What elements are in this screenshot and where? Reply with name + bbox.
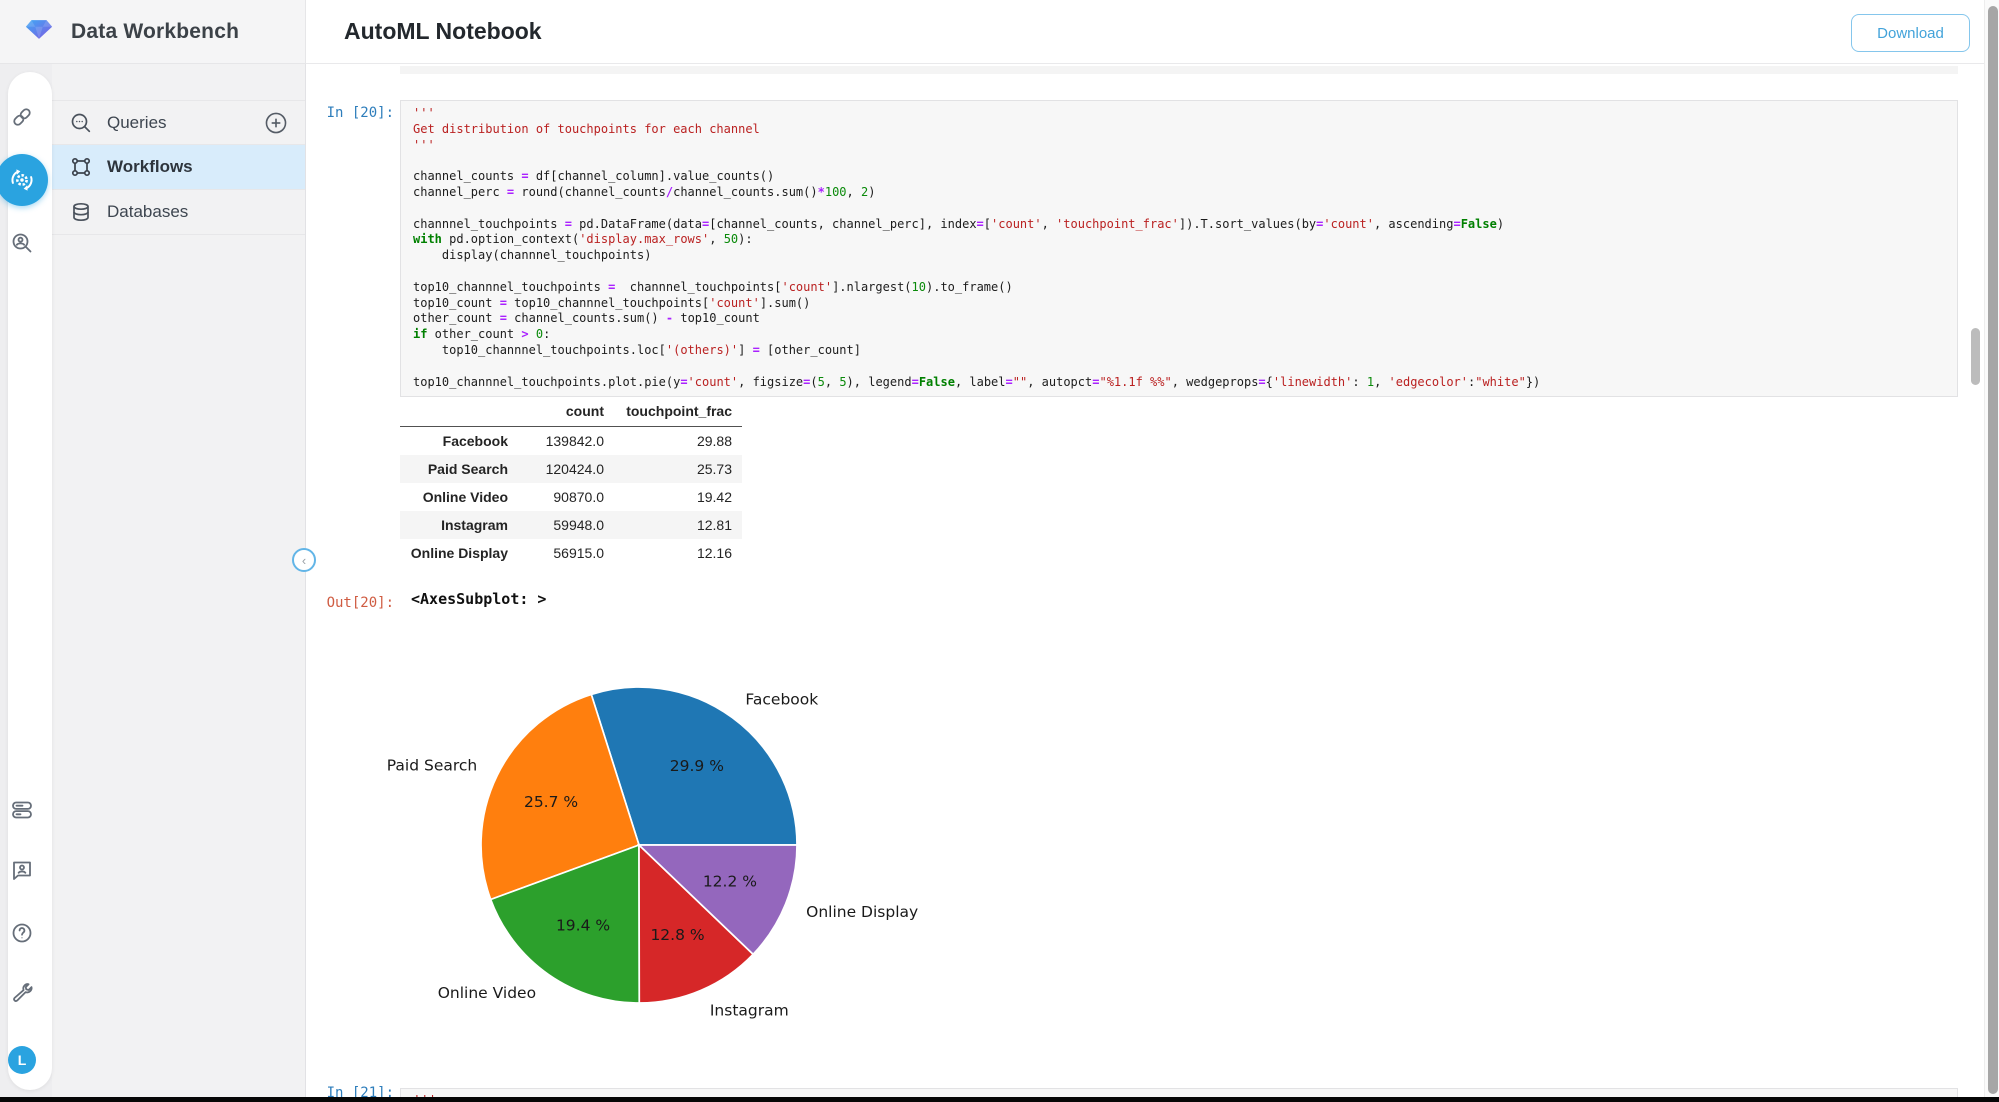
table-header-index [400,400,518,427]
workflow-nodes-icon [71,157,91,177]
plus-icon [265,112,287,133]
list-pills-icon[interactable] [10,798,34,822]
pie-pct-label: 29.9 % [670,757,724,775]
row-label: Instagram [441,517,508,533]
download-button[interactable]: Download [1851,14,1970,52]
database-icon [73,202,89,222]
help-icon[interactable] [10,921,34,945]
pie-slice-label: Online Display [806,903,918,921]
row-frac: 29.88 [696,433,732,449]
window-scrollbar-thumb[interactable] [1987,6,1998,1094]
sidebar-item-label: Databases [107,202,189,221]
queries-search-icon [71,113,91,132]
sidebar-item-databases[interactable]: Databases [52,190,305,235]
brand-area: Data Workbench [0,0,306,64]
output-repr: <AxesSubplot: > [411,590,547,608]
row-frac: 25.73 [696,461,732,477]
table-header-count: count [518,400,614,427]
link-icon[interactable] [10,105,34,129]
table-header-row: count touchpoint_frac [400,400,742,427]
icon-rail: L [0,64,52,1102]
pie-pct-label: 25.7 % [524,793,578,811]
icon-rail-pill [8,72,52,1090]
pie-slice-instagram [638,843,755,1004]
page-title: AutoML Notebook [344,18,542,44]
row-count: 139842.0 [545,433,604,449]
brand-title: Data Workbench [71,19,240,43]
row-frac: 19.42 [696,489,732,505]
page-header: AutoML Notebook [306,0,1984,64]
pie-slice-label: Instagram [710,1002,789,1020]
app-header: Data Workbench AutoML Notebook Download [0,0,1999,64]
add-query-button[interactable] [263,110,289,136]
gem-logo-icon [24,16,54,48]
row-label: Facebook [442,433,508,449]
row-label: Paid Search [427,461,508,477]
sidebar-item-label: Workflows [107,157,193,176]
pie-slice-facebook [590,686,798,846]
sidebar-collapse-button[interactable]: ‹ [292,548,316,572]
notebook-panel: In [20]: ''' Get distribution of touchpo… [306,64,1984,1102]
workflows-rail-active-button[interactable] [0,154,48,206]
row-frac: 12.81 [696,517,732,533]
dataframe-body: Facebook 139842.0 29.88 Paid Search 120424.0… [400,427,742,568]
input-prompt: In [20]: [326,105,394,121]
table-row: Paid Search 120424.0 25.73 [400,455,742,483]
sidebar-item-queries[interactable]: Queries [52,100,305,145]
table-row: Online Video 90870.0 19.42 [400,483,742,511]
row-frac: 12.16 [696,545,732,561]
gear-sync-icon [11,169,33,191]
pie-slice-online-video [489,843,641,1004]
row-count: 120424.0 [545,461,604,477]
pie-slice-paid-search [480,693,641,901]
pie-pct-label: 12.8 % [650,926,704,944]
sidebar: Queries Workflows Databases [52,64,306,1102]
notebook-scrollbar-thumb[interactable] [1971,328,1980,385]
sidebar-item-label: Queries [107,112,167,132]
pie-slice-online-display [636,844,798,956]
bottom-edge-bar [0,1097,1999,1102]
row-count: 59948.0 [553,517,604,533]
table-row: Facebook 139842.0 29.88 [400,427,742,456]
row-count: 56915.0 [553,545,604,561]
search-user-icon[interactable] [10,231,34,255]
sidebar-item-workflows[interactable]: Workflows [52,145,305,190]
window-scrollbar-track [1984,0,1999,1102]
dataframe-table: count touchpoint_frac Facebook 139842.0 29… [400,400,742,567]
contact-bubble-icon[interactable] [10,858,34,882]
table-row: Instagram 59948.0 12.81 [400,511,742,539]
table-header-frac: touchpoint_frac [614,400,742,427]
wrench-icon[interactable] [10,981,34,1005]
output-prompt: Out[20]: [326,595,394,611]
pie-slice-label: Online Video [438,984,536,1002]
pie-slice-label: Paid Search [387,757,477,775]
pie-slice-label: Facebook [745,691,818,709]
row-count: 90870.0 [553,489,604,505]
pie-chart: 29.9 % Facebook 25.7 % Paid Search 19.4 % Onl… [387,686,918,1020]
user-avatar[interactable]: L [8,1046,36,1074]
table-row: Online Display 56915.0 12.16 [400,539,742,567]
code-cell-pre: ''' Get distribution of touchpoints for … [413,106,1541,389]
previous-cell-remnant [400,66,1958,74]
code-cell[interactable]: ''' Get distribution of touchpoints for … [400,100,1958,398]
pie-pct-label: 19.4 % [556,916,610,934]
row-label: Online Video [422,489,508,505]
pie-pct-label: 12.2 % [703,873,757,891]
row-label: Online Display [410,545,508,561]
